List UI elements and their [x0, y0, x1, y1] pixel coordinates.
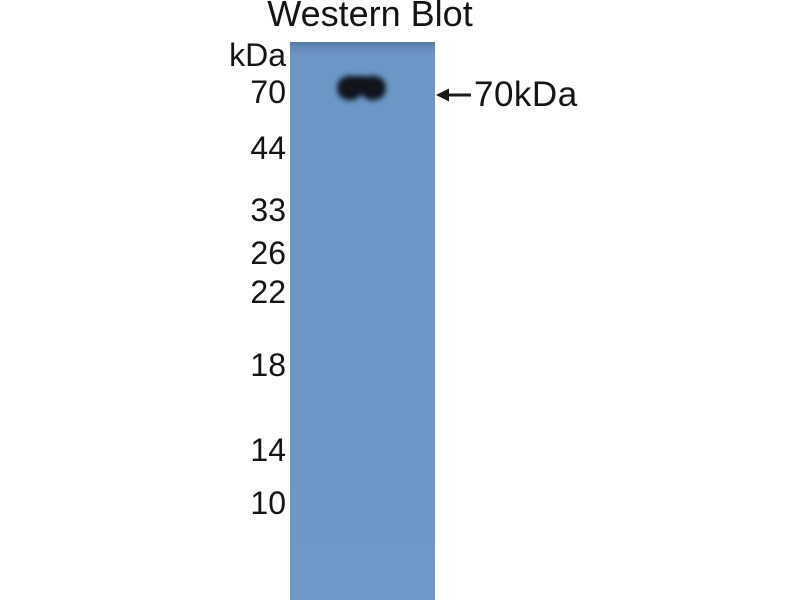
kda-unit-label: kDa	[229, 37, 286, 73]
protein-band	[336, 73, 387, 106]
ladder-marker-70: 70	[250, 74, 286, 110]
ladder-marker-44: 44	[250, 130, 286, 166]
band-annotation: 70kDa	[436, 77, 578, 113]
ladder-marker-26: 26	[250, 235, 286, 271]
ladder-marker-22: 22	[250, 274, 286, 310]
left-arrow-icon	[436, 88, 471, 102]
band-annotation-label: 70kDa	[474, 75, 578, 114]
gel-lane	[290, 42, 435, 600]
ladder-marker-18: 18	[250, 347, 286, 383]
ladder-marker-33: 33	[250, 192, 286, 228]
figure-title: Western Blot	[267, 0, 473, 34]
ladder-marker-14: 14	[250, 432, 286, 468]
ladder-marker-10: 10	[250, 485, 286, 521]
